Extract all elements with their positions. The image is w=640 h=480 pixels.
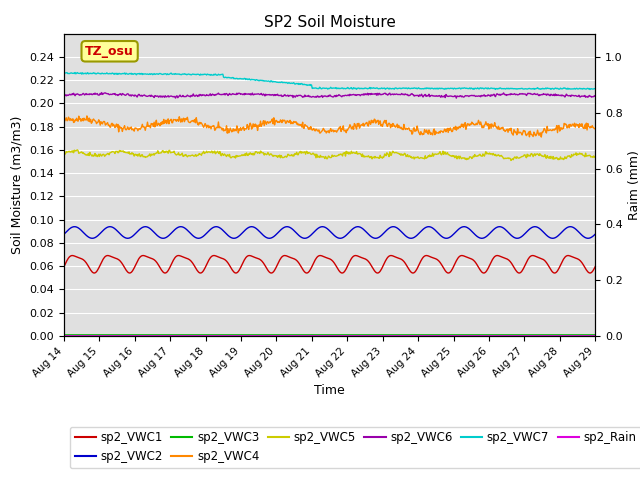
Text: TZ_osu: TZ_osu: [85, 45, 134, 58]
Legend: sp2_VWC1, sp2_VWC2, sp2_VWC3, sp2_VWC4, sp2_VWC5, sp2_VWC6, sp2_VWC7, sp2_Rain: sp2_VWC1, sp2_VWC2, sp2_VWC3, sp2_VWC4, …: [70, 427, 640, 468]
Y-axis label: Raim (mm): Raim (mm): [628, 150, 640, 220]
X-axis label: Time: Time: [314, 384, 345, 397]
Title: SP2 Soil Moisture: SP2 Soil Moisture: [264, 15, 396, 30]
Y-axis label: Soil Moisture (m3/m3): Soil Moisture (m3/m3): [11, 116, 24, 254]
